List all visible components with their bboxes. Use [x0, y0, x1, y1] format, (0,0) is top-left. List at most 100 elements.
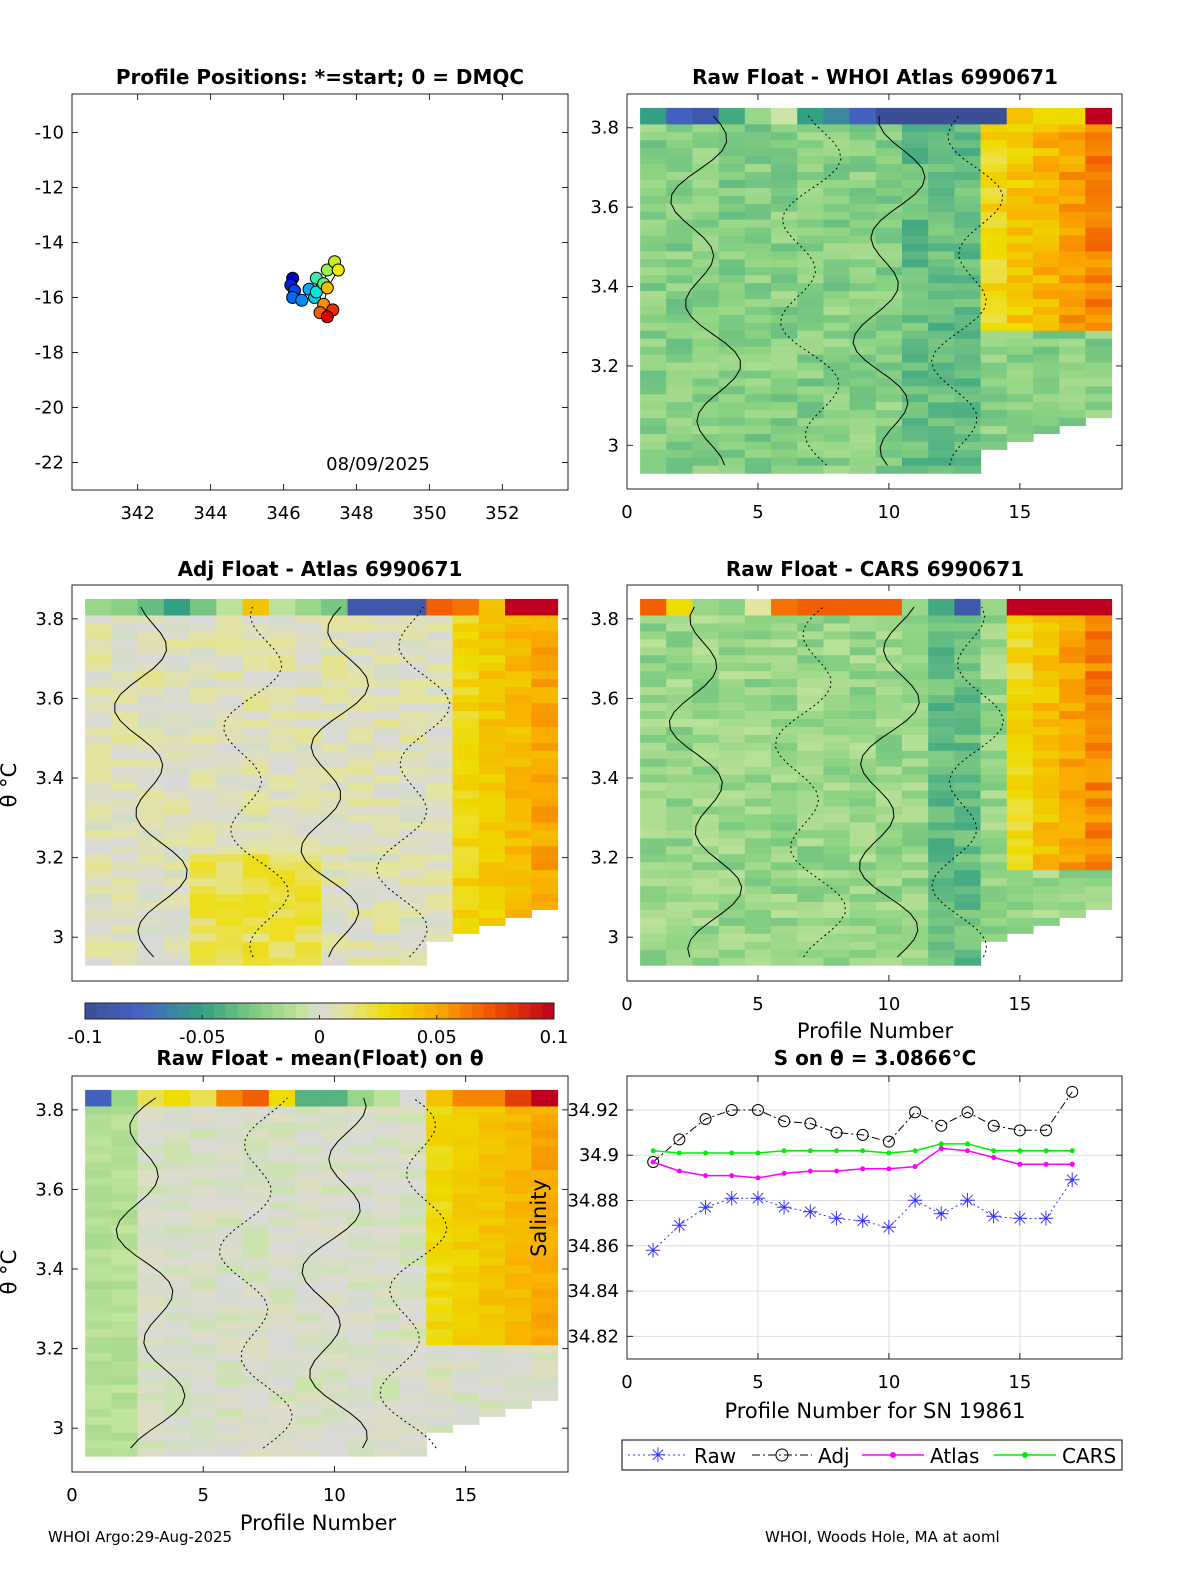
raw-cars-cell [744, 654, 772, 664]
raw-cars-cell [771, 742, 798, 751]
raw-mean-cell [373, 1201, 401, 1210]
raw-cars-cell [954, 702, 982, 711]
raw-cars-cell [1085, 853, 1113, 863]
raw-cars-cell [875, 766, 903, 775]
raw-cars-cell [718, 766, 746, 775]
raw-atlas-cell [1006, 131, 1034, 141]
raw-cars-cell [954, 774, 982, 783]
raw-cars-cell [849, 805, 877, 815]
raw-mean-cell [531, 1288, 559, 1298]
raw-cars-cell [875, 718, 903, 727]
adj-atlas-cell [137, 805, 165, 815]
adj-atlas-cell [111, 789, 139, 799]
adj-atlas-cell [478, 877, 506, 887]
salinity-cars-point [1017, 1148, 1023, 1154]
raw-cars-cell [666, 718, 694, 727]
raw-mean-cell [163, 1257, 191, 1266]
raw-mean-cell [400, 1217, 427, 1226]
raw-atlas-cell [875, 163, 903, 173]
salinity-raw-line [652, 1179, 1073, 1251]
adj-atlas-cell [321, 638, 349, 648]
raw-cars-cell [1006, 869, 1034, 879]
raw-atlas-cell [771, 203, 798, 212]
adj-atlas-cell [190, 654, 217, 664]
raw-atlas-cell [718, 457, 746, 466]
raw-cars-cell [666, 797, 694, 807]
adj-atlas-cell [163, 774, 191, 783]
raw-atlas-cell [1059, 155, 1086, 165]
adj-atlas-cell [295, 845, 322, 855]
adj-atlas-cell [268, 686, 296, 696]
raw-mean-cell [137, 1392, 165, 1401]
adj-atlas-cell [163, 678, 191, 688]
adj-atlas-cell [190, 598, 217, 608]
raw-atlas-cell [640, 250, 667, 260]
raw-cars-ytick-label: 3 [608, 927, 619, 948]
adj-atlas-cell [505, 718, 532, 727]
raw-cars-cell [849, 845, 877, 855]
raw-atlas-cell [744, 203, 772, 212]
raw-mean-cell [295, 1392, 322, 1401]
raw-mean-cell [163, 1368, 191, 1378]
salinity-atlas-point [912, 1164, 918, 1170]
adj-atlas-cell [452, 622, 480, 632]
adj-atlas-cell [216, 821, 244, 831]
raw-cars-cell [666, 726, 694, 735]
adj-atlas-cell [452, 829, 480, 839]
raw-cars-cell [902, 837, 929, 847]
adj-atlas-cell [163, 797, 191, 807]
raw-cars-cell [666, 646, 694, 656]
raw-cars-cell [1059, 662, 1086, 672]
adj-atlas-cell [400, 710, 427, 719]
raw-atlas-cell [1032, 147, 1060, 157]
raw-atlas-cell [1059, 123, 1086, 133]
raw-atlas-cell [640, 290, 667, 300]
raw-atlas-cell [875, 282, 903, 292]
adj-atlas-cell [85, 893, 112, 903]
raw-mean-cell [321, 1137, 349, 1147]
raw-mean-cell [268, 1304, 296, 1314]
raw-atlas-cell [928, 354, 955, 363]
raw-mean-cell [190, 1440, 217, 1449]
raw-atlas-cell [640, 115, 667, 125]
adj-atlas-cell [216, 829, 244, 839]
raw-atlas-cell [666, 179, 694, 188]
raw-mean-cell [163, 1097, 191, 1107]
adj-atlas-cell [452, 797, 480, 807]
raw-cars-cell [640, 702, 667, 711]
raw-cars-cell [1032, 893, 1060, 903]
raw-cars-cell [771, 933, 798, 942]
raw-atlas-cell [1006, 139, 1034, 149]
raw-cars-cell [849, 758, 877, 767]
raw-cars-ytick-label: 3.2 [590, 848, 619, 869]
raw-mean-cell [163, 1328, 191, 1338]
raw-atlas-cell [666, 338, 694, 347]
raw-cars-cell [692, 797, 720, 807]
raw-cars-cell [980, 805, 1008, 815]
legend-adj-label: Adj [818, 1444, 850, 1468]
raw-cars-cell [954, 670, 982, 680]
raw-mean-cell [426, 1416, 454, 1425]
adj-atlas-cell [426, 789, 454, 799]
raw-atlas-cell [771, 433, 798, 442]
raw-atlas-cell [980, 409, 1008, 419]
salinity-atlas-point [807, 1168, 813, 1174]
raw-mean-cell [400, 1344, 427, 1354]
raw-mean-cell [190, 1217, 217, 1226]
raw-cars-cell [1032, 885, 1060, 895]
adj-atlas-cell [400, 805, 427, 815]
adj-atlas-cell [531, 662, 559, 672]
adj-atlas-cell [373, 805, 401, 815]
adj-atlas-cell [373, 614, 401, 624]
raw-atlas-cell [902, 330, 929, 339]
raw-cars-cell [666, 614, 694, 624]
raw-mean-cell [111, 1233, 139, 1242]
raw-cars-cell [1085, 805, 1113, 815]
raw-mean-cell [505, 1320, 532, 1330]
raw-atlas-cell [902, 226, 929, 236]
raw-atlas-cell [1059, 330, 1086, 339]
raw-cars-cell [797, 949, 825, 958]
raw-mean-cell [190, 1145, 217, 1155]
raw-cars-cell [849, 957, 877, 966]
raw-cars-cell [1006, 630, 1034, 640]
